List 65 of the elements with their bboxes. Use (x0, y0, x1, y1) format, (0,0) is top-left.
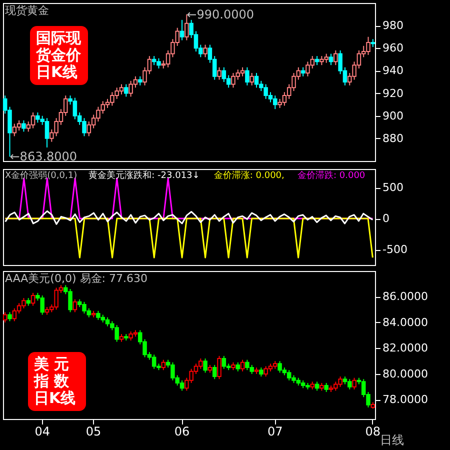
text: 日线 (380, 432, 404, 449)
y-tick-label: 78.0000 (382, 393, 428, 406)
candlestick (259, 367, 264, 378)
x-tick-label: 04 (34, 424, 50, 438)
y-tick-label: 920 (382, 86, 404, 100)
text: 金价滞跌: 0.000 (298, 170, 366, 181)
y-tick-label: 940 (382, 64, 404, 78)
candlestick (212, 364, 217, 380)
candlestick (236, 362, 240, 372)
candlestick (30, 292, 36, 306)
candlestick (12, 123, 17, 137)
chart-title: X金价强弱(0,0,1) (5, 170, 78, 181)
candlestick (2, 312, 8, 323)
candlestick (12, 308, 17, 322)
y-tick-label: 500 (382, 181, 404, 194)
candlestick (203, 358, 208, 374)
candlestick (217, 355, 222, 380)
candlestick (222, 66, 226, 82)
y-tick-label: 880 (382, 132, 404, 145)
annotation: 国际现货金价日K线 (30, 26, 88, 85)
text: 金价滞涨: 0.000, (214, 170, 284, 181)
y-tick-label: 84.0000 (382, 316, 428, 329)
text: 黄金美元涨跌和: -23.013↓ (88, 170, 200, 181)
candlestick (300, 66, 306, 77)
chart-title: AAA美元(0,0) 易金: 77.630 (5, 272, 148, 285)
candlestick (334, 50, 338, 66)
y-tick-label: 980 (382, 19, 404, 32)
candlestick (314, 381, 320, 392)
x-tick-label: 07 (267, 424, 283, 438)
candlestick (203, 44, 208, 58)
y-tick-label: 0 (382, 212, 390, 226)
candlestick (161, 359, 166, 371)
candlestick (86, 121, 92, 137)
annotation: ←863.8000 (10, 150, 78, 164)
y-tick-label: 900 (382, 109, 404, 122)
candlestick (138, 76, 142, 86)
candlestick (16, 120, 22, 132)
candlestick (184, 14, 189, 41)
candlestick (324, 382, 328, 392)
x-tick-label: 08 (365, 424, 381, 438)
candlestick (240, 359, 245, 372)
y-tick-label: 86.0000 (382, 290, 428, 304)
candlestick (314, 56, 320, 66)
candlestick (222, 355, 226, 370)
candlestick (245, 66, 250, 86)
annotation: ←990.0000 (186, 7, 254, 22)
y-tick-label: 960 (382, 42, 404, 55)
x-tick-label: 05 (86, 424, 102, 438)
annotation: 美 元指 数日K线 (28, 352, 86, 411)
candlestick (180, 19, 184, 41)
candlestick (250, 72, 254, 86)
x-tick-label: 06 (174, 424, 190, 438)
candlestick (8, 312, 12, 322)
candlestick (22, 120, 26, 132)
candlestick (347, 378, 352, 390)
candlestick (217, 66, 222, 80)
candlestick (328, 53, 334, 66)
y-tick-label: 80.0000 (382, 367, 428, 380)
y-tick-label: -500 (382, 243, 408, 256)
chart-title: 现货黄金 (5, 4, 49, 17)
candlestick (124, 84, 128, 98)
candlestick (240, 66, 245, 77)
candlestick (352, 377, 356, 390)
candlestick (72, 298, 78, 313)
y-tick-label: 82.0000 (382, 342, 428, 355)
